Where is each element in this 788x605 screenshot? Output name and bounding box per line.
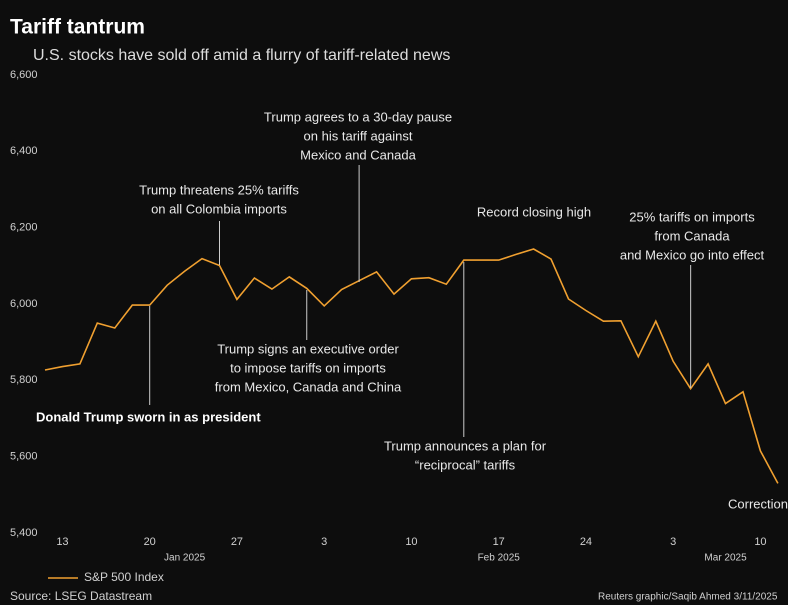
data-line: [44, 248, 779, 484]
credit: Reuters graphic/Saqib Ahmed 3/11/2025: [598, 592, 778, 603]
annotation: on all Colombia imports: [151, 201, 287, 216]
source: Source: LSEG Datastream: [10, 589, 152, 603]
x-tick-label: 20: [144, 536, 156, 548]
annotation: “reciprocal” tariffs: [415, 457, 516, 472]
legend-label: S&P 500 Index: [84, 570, 164, 584]
annotation: and Mexico go into effect: [620, 247, 765, 262]
x-tick-label: 10: [405, 536, 417, 548]
annotation: to impose tariffs on imports: [230, 360, 386, 375]
annotation: Trump agrees to a 30-day pause: [264, 109, 452, 124]
annotation: 25% tariffs on imports: [629, 209, 755, 224]
y-tick-label: 6,000: [10, 298, 38, 310]
x-tick-label: 27: [231, 536, 243, 548]
x-tick-label: 17: [493, 536, 505, 548]
x-tick-label: 3: [670, 536, 676, 548]
annotation: Trump signs an executive order: [217, 341, 399, 356]
month-label: Jan 2025: [164, 553, 206, 564]
y-tick-label: 6,600: [10, 69, 38, 81]
annotation: Trump announces a plan for: [384, 438, 547, 453]
annotation: on his tariff against: [304, 128, 413, 143]
chart-subtitle: U.S. stocks have sold off amid a flurry …: [33, 47, 450, 64]
x-tick-label: 13: [56, 536, 68, 548]
month-label: Mar 2025: [704, 553, 747, 564]
annotation: Donald Trump sworn in as president: [36, 409, 261, 424]
y-tick-label: 6,200: [10, 222, 38, 234]
y-tick-label: 5,400: [10, 527, 38, 539]
chart-title: Tariff tantrum: [10, 16, 145, 39]
y-tick-label: 5,600: [10, 451, 38, 463]
y-tick-label: 6,400: [10, 145, 38, 157]
month-label: Feb 2025: [478, 553, 521, 564]
annotation: Correction: [728, 496, 788, 511]
x-tick-label: 24: [580, 536, 592, 548]
annotation: from Mexico, Canada and China: [215, 379, 402, 394]
annotation: Mexico and Canada: [300, 147, 416, 162]
x-tick-label: 3: [321, 536, 327, 548]
annotation: Record closing high: [477, 204, 591, 219]
y-tick-label: 5,800: [10, 374, 38, 386]
annotation: from Canada: [654, 228, 730, 243]
x-tick-label: 10: [754, 536, 766, 548]
annotation: Trump threatens 25% tariffs: [139, 182, 299, 197]
